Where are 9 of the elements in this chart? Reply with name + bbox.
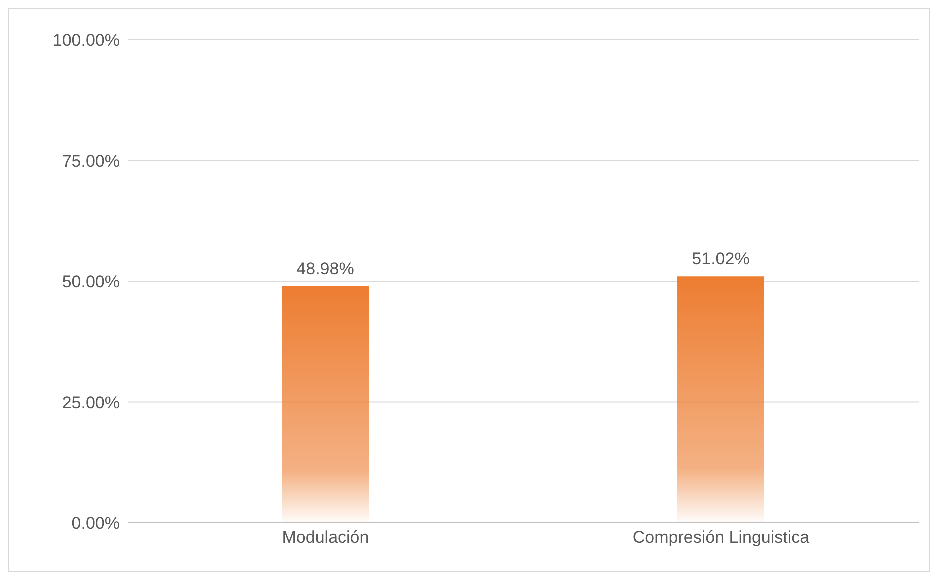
data-label: 48.98% [296, 259, 354, 278]
y-tick-label: 0.00% [72, 514, 120, 534]
x-tick-label: Compresión Linguistica [632, 528, 810, 548]
y-tick-label: 75.00% [62, 152, 120, 171]
y-tick-label: 25.00% [62, 393, 120, 412]
x-tick-label: Modulación [282, 528, 370, 548]
y-tick-label: 50.00% [62, 272, 120, 292]
data-label: 51.02% [692, 250, 750, 269]
y-tick-label: 100.00% [52, 31, 120, 50]
